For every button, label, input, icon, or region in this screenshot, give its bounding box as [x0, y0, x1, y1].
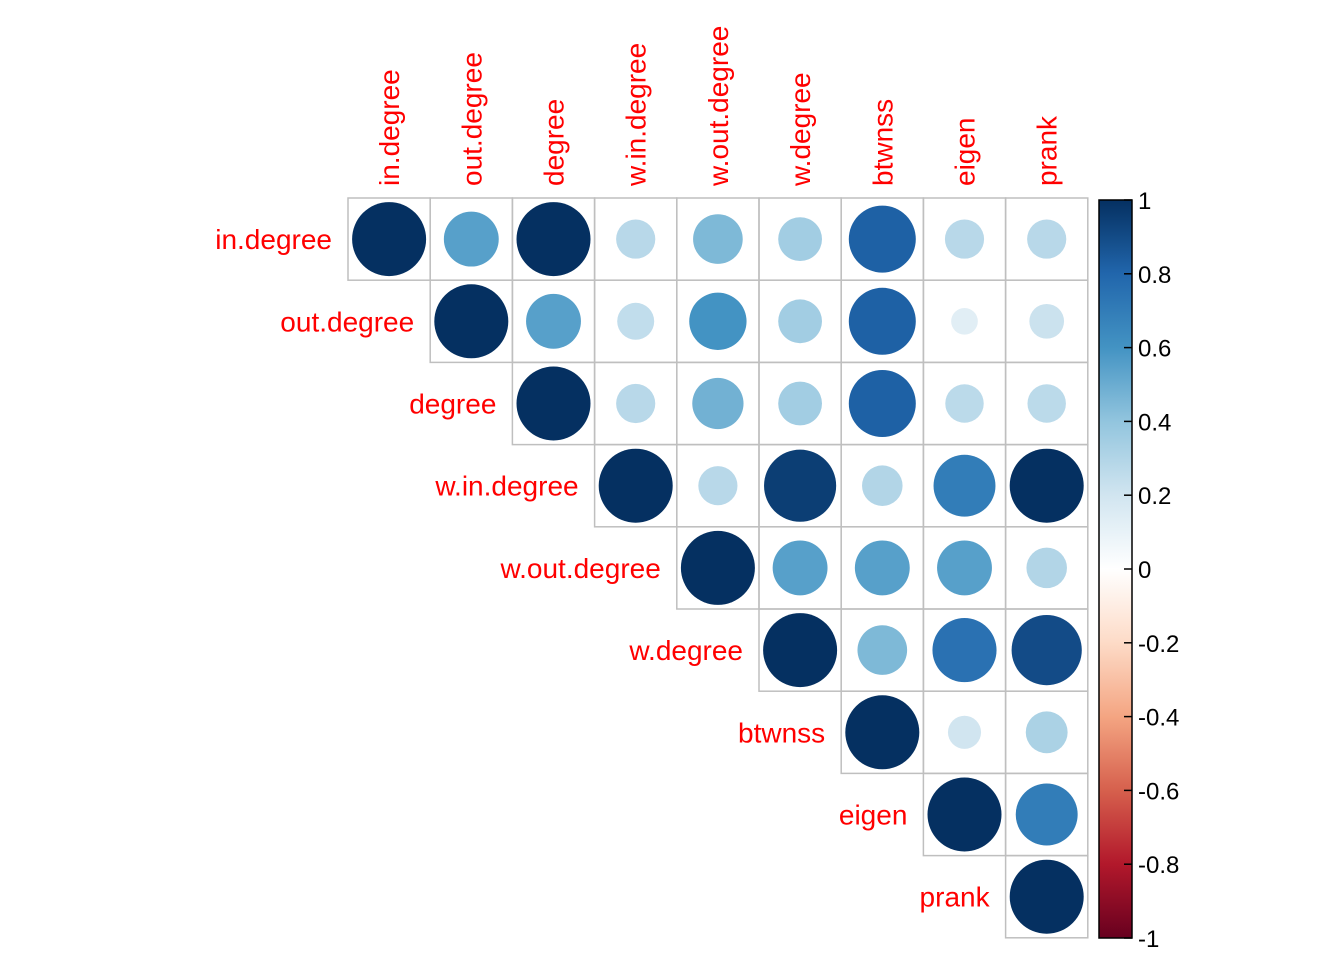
colorbar-tick-label: 0 — [1138, 557, 1151, 584]
colorbar-tick-label: -0.8 — [1138, 852, 1179, 879]
column-label: w.degree — [785, 72, 816, 187]
correlation-circle-in.degree-in.degree — [352, 202, 427, 277]
row-label: eigen — [839, 800, 908, 831]
correlation-circle-out.degree-degree — [526, 293, 581, 349]
column-label: eigen — [950, 117, 981, 186]
correlation-circle-out.degree-w.in.degree — [617, 302, 655, 340]
correlation-circle-w.in.degree-btwnss — [862, 465, 903, 506]
circle-layer — [352, 202, 1084, 934]
row-label: w.in.degree — [434, 471, 578, 502]
correlation-circle-out.degree-prank — [1029, 303, 1065, 339]
colorbar-tick-label: -0.2 — [1138, 631, 1179, 658]
correlation-circle-w.out.degree-eigen — [937, 540, 992, 596]
correlation-circle-degree-w.out.degree — [692, 377, 744, 430]
correlation-circle-w.in.degree-w.degree — [764, 449, 837, 522]
column-label: out.degree — [456, 52, 487, 186]
colorbar-tick-label: 0.6 — [1138, 336, 1171, 363]
correlation-circle-w.degree-btwnss — [857, 625, 908, 675]
correlation-circle-out.degree-out.degree — [434, 284, 509, 359]
colorbar-tick-label: 0.4 — [1138, 409, 1171, 436]
row-label: prank — [920, 882, 991, 913]
correlation-circle-degree-degree — [516, 366, 591, 441]
correlation-circle-btwnss-eigen — [947, 715, 982, 749]
column-label: prank — [1032, 115, 1063, 186]
correlation-circle-w.out.degree-prank — [1026, 547, 1067, 589]
correlation-circle-degree-prank — [1027, 384, 1066, 423]
correlation-circle-btwnss-prank — [1025, 711, 1068, 754]
color-legend: 1 0.8 0.6 0.4 0.2 0 -0.2 -0.4 -0.6 -0.8 -1 — [1098, 188, 1179, 953]
row-label: in.degree — [215, 224, 332, 255]
correlation-circle-in.degree-prank — [1027, 219, 1067, 259]
correlation-circle-w.out.degree-w.degree — [772, 540, 828, 596]
colorbar-tick-label: -1 — [1138, 926, 1159, 953]
colorbar-tick-label: 1 — [1138, 188, 1151, 215]
row-label: w.degree — [628, 635, 743, 666]
correlation-circle-degree-btwnss — [848, 370, 916, 437]
correlation-circle-in.degree-w.out.degree — [693, 214, 743, 264]
correlation-circle-in.degree-degree — [516, 202, 591, 277]
correlation-circle-w.out.degree-w.out.degree — [680, 530, 755, 605]
row-label: btwnss — [738, 717, 825, 748]
correlation-circle-degree-eigen — [945, 384, 984, 423]
column-label: btwnss — [867, 99, 898, 186]
correlation-circle-w.in.degree-prank — [1009, 448, 1084, 523]
correlation-circle-w.degree-eigen — [932, 618, 997, 683]
correlation-circle-out.degree-w.degree — [778, 299, 822, 344]
colorbar-tick-label: 0.2 — [1138, 483, 1171, 510]
correlation-circle-w.in.degree-eigen — [933, 454, 996, 517]
column-label: degree — [539, 99, 570, 186]
colorbar-ticks: 1 0.8 0.6 0.4 0.2 0 -0.2 -0.4 -0.6 -0.8 -1 — [1124, 188, 1179, 953]
correlation-circle-out.degree-eigen — [951, 307, 978, 335]
correlation-circle-w.degree-prank — [1011, 615, 1082, 686]
column-label: w.out.degree — [703, 26, 734, 187]
correlation-circle-in.degree-out.degree — [443, 211, 499, 267]
correlation-circle-out.degree-btwnss — [848, 287, 916, 355]
column-label: in.degree — [374, 69, 405, 186]
grid-layer — [347, 197, 1089, 939]
correlation-circle-prank-prank — [1009, 859, 1084, 934]
row-label: degree — [409, 389, 496, 420]
correlation-circle-in.degree-w.in.degree — [616, 219, 656, 259]
colorbar-tick-label: -0.4 — [1138, 705, 1179, 732]
correlation-circle-eigen-eigen — [927, 777, 1002, 852]
column-label: w.in.degree — [621, 43, 652, 187]
column-labels: in.degree out.degree degree w.in.degree w.ou… — [374, 26, 1063, 187]
row-labels: in.degree out.degree degree w.in.degree w.ou… — [215, 224, 990, 913]
correlation-circle-out.degree-w.out.degree — [689, 292, 747, 350]
row-label: out.degree — [280, 306, 414, 337]
colorbar-tick-label: 0.8 — [1138, 262, 1171, 289]
correlation-circle-btwnss-btwnss — [845, 695, 920, 770]
correlation-circle-degree-w.in.degree — [616, 383, 656, 424]
grid-cell — [1004, 854, 1089, 939]
correlation-circle-w.out.degree-btwnss — [854, 540, 910, 596]
correlation-circle-in.degree-btwnss — [848, 205, 916, 273]
correlation-circle-in.degree-w.degree — [778, 217, 822, 261]
correlation-circle-in.degree-eigen — [944, 219, 985, 259]
correlation-circle-eigen-prank — [1015, 783, 1078, 846]
correlation-circle-degree-w.degree — [778, 381, 822, 426]
correlation-circle-w.degree-w.degree — [763, 613, 838, 688]
correlation-circle-w.in.degree-w.in.degree — [598, 448, 673, 523]
colorbar-tick-label: -0.6 — [1138, 778, 1179, 805]
row-label: w.out.degree — [499, 553, 660, 584]
correlation-circle-w.in.degree-w.out.degree — [698, 466, 738, 506]
